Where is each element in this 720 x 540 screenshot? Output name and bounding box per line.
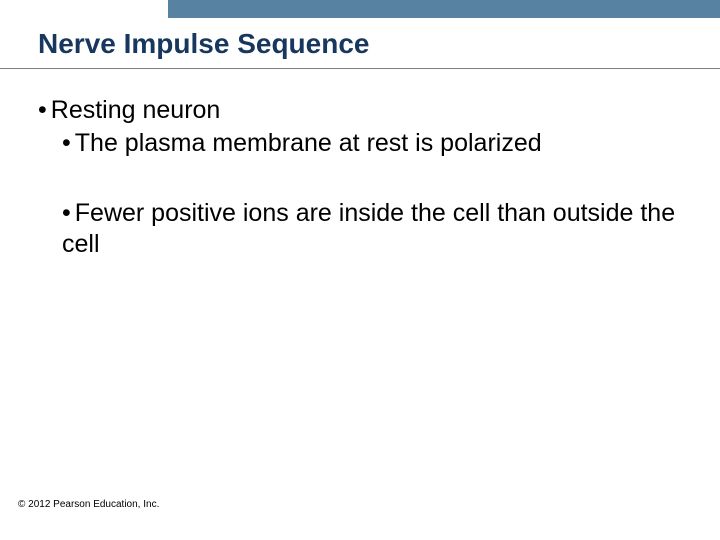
- slide-body: •Resting neuron •The plasma membrane at …: [38, 95, 690, 262]
- bullet-glyph: •: [62, 199, 75, 227]
- copyright-text: © 2012 Pearson Education, Inc.: [18, 499, 159, 510]
- bullet-level1: •Resting neuron: [38, 95, 690, 126]
- bullet-text: Fewer positive ions are inside the cell …: [62, 199, 675, 258]
- slide-title: Nerve Impulse Sequence: [38, 28, 369, 60]
- bullet-text: Resting neuron: [51, 96, 221, 124]
- bullet-glyph: •: [62, 129, 75, 157]
- bullet-text: The plasma membrane at rest is polarized: [75, 129, 542, 157]
- top-accent-bar: [168, 0, 720, 18]
- bullet-level2: •Fewer positive ions are inside the cell…: [62, 198, 690, 261]
- slide: Nerve Impulse Sequence •Resting neuron •…: [0, 0, 720, 540]
- title-underline: [0, 68, 720, 69]
- spacing: [38, 162, 690, 198]
- bullet-glyph: •: [38, 96, 51, 124]
- bullet-level2: •The plasma membrane at rest is polarize…: [62, 128, 690, 159]
